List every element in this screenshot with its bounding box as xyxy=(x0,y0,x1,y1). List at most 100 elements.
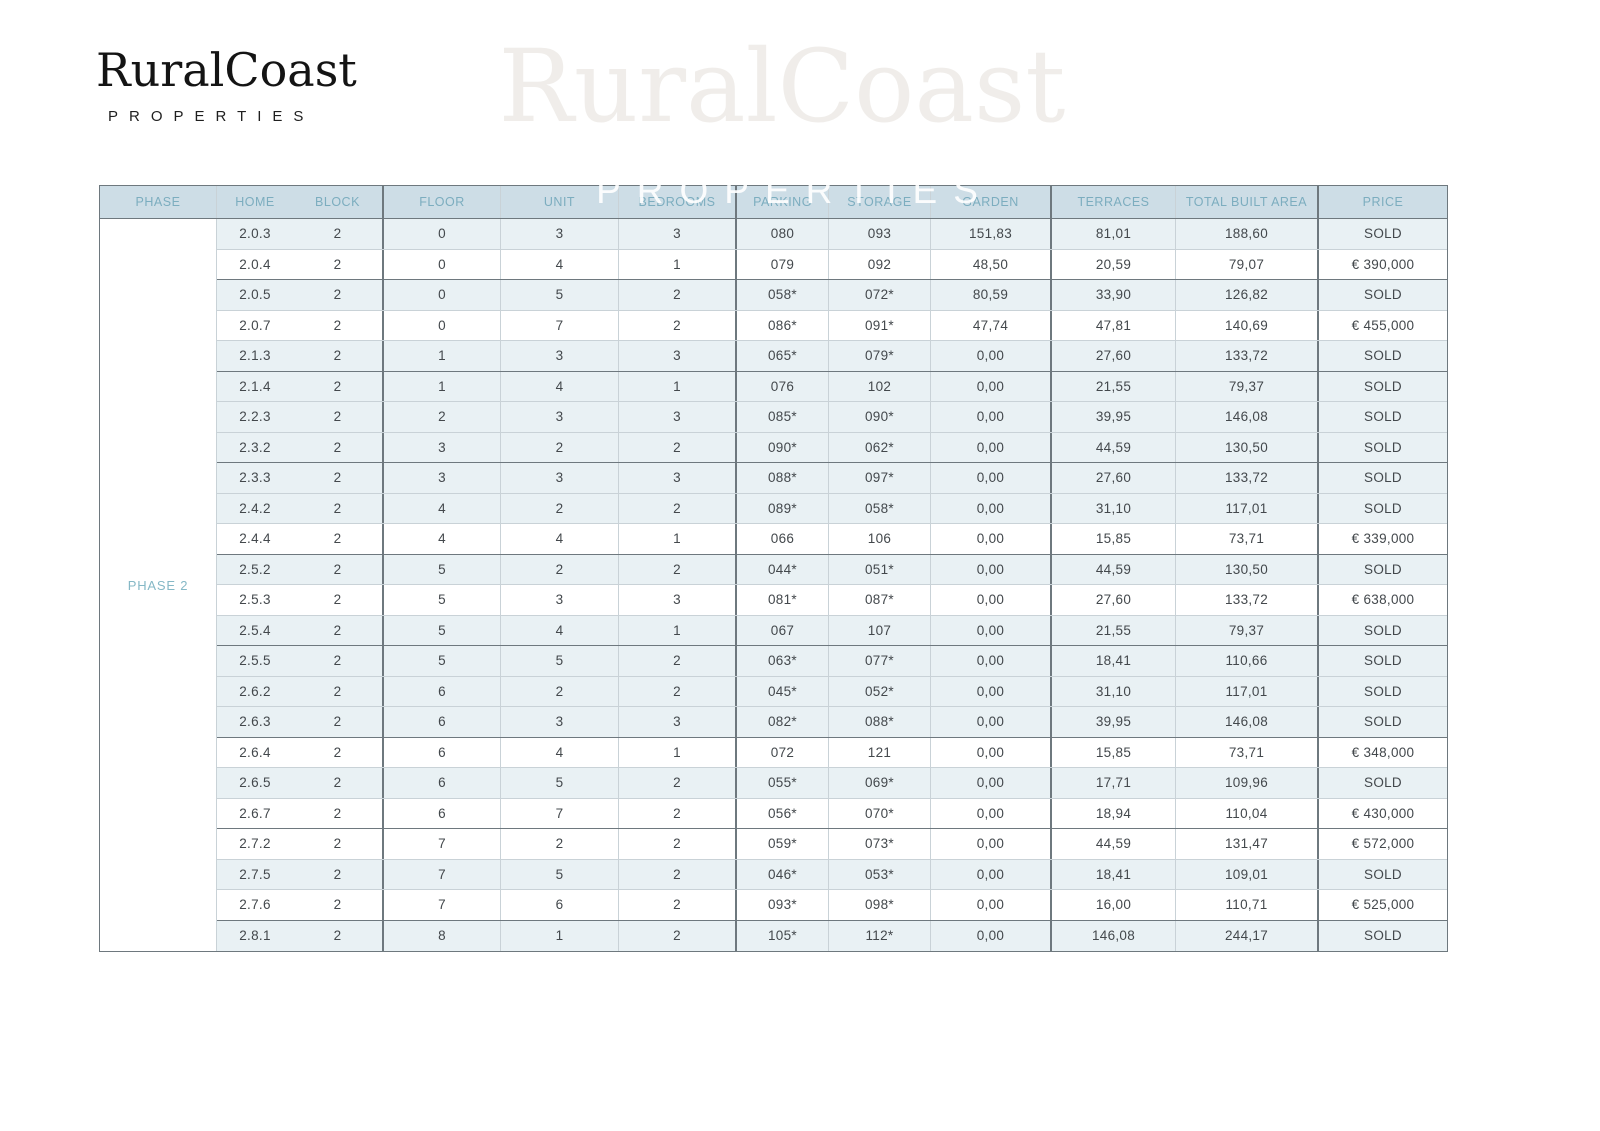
cell-total-built-area: 146,08 xyxy=(1176,402,1319,432)
phase-merged-cell: PHASE 2 xyxy=(100,219,217,951)
cell-total-built-area: 146,08 xyxy=(1176,707,1319,737)
cell-unit: 3 xyxy=(501,219,619,249)
cell-floor: 0 xyxy=(384,249,501,279)
cell-storage: 106 xyxy=(829,524,931,554)
cell-price: SOLD xyxy=(1364,622,1402,638)
cell-total-built-area: 110,71 xyxy=(1176,890,1319,920)
cell-block: 2 xyxy=(293,676,384,706)
table-row: 2.0.3 2 0 3 3 080 093 151,83 81,01 188,60 SOLD xyxy=(217,219,1447,250)
cell-terraces: 21,55 xyxy=(1052,615,1176,645)
table-row: 2.3.3 2 3 3 3 088* 097* 0,00 27,60 133,72 SOLD xyxy=(217,463,1447,494)
cell-terraces: 18,41 xyxy=(1052,646,1176,676)
cell-home: 2.3.2 xyxy=(239,439,271,455)
cell-terraces: 33,90 xyxy=(1052,280,1176,310)
table-row: 2.5.4 2 5 4 1 067 107 0,00 21,55 79,37 SOLD xyxy=(217,615,1447,646)
table-row: 2.4.4 2 4 4 1 066 106 0,00 15,85 73,71 € 339,000 xyxy=(217,524,1447,555)
column-header-bedrooms: BEDROOMS xyxy=(619,186,737,218)
cell-storage: 090* xyxy=(829,402,931,432)
cell-price: SOLD xyxy=(1364,348,1402,364)
cell-block: 2 xyxy=(293,341,384,371)
column-header-home: HOME xyxy=(235,195,275,209)
cell-parking: 076 xyxy=(737,371,829,401)
cell-home: 2.7.6 xyxy=(239,897,271,913)
cell-bedrooms: 2 xyxy=(619,768,737,798)
cell-bedrooms: 3 xyxy=(619,402,737,432)
table-row: 2.0.4 2 0 4 1 079 092 48,50 20,59 79,07 € 390,000 xyxy=(217,249,1447,280)
cell-price: € 390,000 xyxy=(1351,256,1415,272)
cell-total-built-area: 130,50 xyxy=(1176,554,1319,584)
cell-parking: 082* xyxy=(737,707,829,737)
column-header-parking: PARKING xyxy=(737,186,829,218)
cell-unit: 3 xyxy=(501,707,619,737)
cell-floor: 0 xyxy=(384,310,501,340)
cell-price: SOLD xyxy=(1364,683,1402,699)
table-row: 2.7.6 2 7 6 2 093* 098* 0,00 16,00 110,71 € 525,00… xyxy=(217,890,1447,921)
cell-block: 2 xyxy=(293,859,384,889)
cell-unit: 4 xyxy=(501,249,619,279)
cell-floor: 8 xyxy=(384,920,501,951)
table-row: 2.4.2 2 4 2 2 089* 058* 0,00 31,10 117,01 SOLD xyxy=(217,493,1447,524)
cell-parking: 056* xyxy=(737,798,829,828)
cell-block: 2 xyxy=(293,737,384,767)
cell-floor: 1 xyxy=(384,341,501,371)
cell-floor: 7 xyxy=(384,890,501,920)
table-row: 2.1.3 2 1 3 3 065* 079* 0,00 27,60 133,72 SOLD xyxy=(217,341,1447,372)
cell-total-built-area: 79,07 xyxy=(1176,249,1319,279)
cell-price: € 638,000 xyxy=(1351,592,1415,608)
cell-home: 2.4.4 xyxy=(239,531,271,547)
cell-garden: 80,59 xyxy=(931,280,1052,310)
cell-garden: 0,00 xyxy=(931,768,1052,798)
cell-unit: 3 xyxy=(501,341,619,371)
column-header-storage: STORAGE xyxy=(829,186,931,218)
cell-storage: 092 xyxy=(829,249,931,279)
cell-home: 2.4.2 xyxy=(239,500,271,516)
cell-block: 2 xyxy=(293,493,384,523)
cell-parking: 081* xyxy=(737,585,829,615)
cell-price: SOLD xyxy=(1364,928,1402,944)
cell-storage: 121 xyxy=(829,737,931,767)
cell-garden: 0,00 xyxy=(931,707,1052,737)
cell-unit: 3 xyxy=(501,463,619,493)
cell-unit: 4 xyxy=(501,524,619,554)
cell-garden: 0,00 xyxy=(931,676,1052,706)
cell-home: 2.5.2 xyxy=(239,561,271,577)
cell-storage: 098* xyxy=(829,890,931,920)
cell-block: 2 xyxy=(293,768,384,798)
cell-bedrooms: 2 xyxy=(619,676,737,706)
cell-bedrooms: 2 xyxy=(619,554,737,584)
cell-terraces: 18,41 xyxy=(1052,859,1176,889)
cell-storage: 102 xyxy=(829,371,931,401)
cell-block: 2 xyxy=(293,707,384,737)
cell-garden: 48,50 xyxy=(931,249,1052,279)
cell-floor: 6 xyxy=(384,707,501,737)
cell-unit: 6 xyxy=(501,890,619,920)
cell-parking: 072 xyxy=(737,737,829,767)
cell-price: € 455,000 xyxy=(1351,317,1415,333)
cell-storage: 062* xyxy=(829,432,931,462)
cell-floor: 7 xyxy=(384,859,501,889)
cell-unit: 5 xyxy=(501,280,619,310)
cell-home: 2.5.3 xyxy=(239,592,271,608)
cell-storage: 070* xyxy=(829,798,931,828)
cell-unit: 2 xyxy=(501,493,619,523)
cell-price: SOLD xyxy=(1364,561,1402,577)
cell-bedrooms: 2 xyxy=(619,798,737,828)
cell-total-built-area: 79,37 xyxy=(1176,615,1319,645)
cell-home: 2.1.4 xyxy=(239,378,271,394)
cell-storage: 097* xyxy=(829,463,931,493)
cell-terraces: 31,10 xyxy=(1052,676,1176,706)
cell-storage: 077* xyxy=(829,646,931,676)
cell-bedrooms: 3 xyxy=(619,463,737,493)
cell-garden: 0,00 xyxy=(931,371,1052,401)
cell-price: SOLD xyxy=(1364,714,1402,730)
cell-bedrooms: 1 xyxy=(619,371,737,401)
cell-unit: 2 xyxy=(501,676,619,706)
cell-block: 2 xyxy=(293,280,384,310)
column-header-block: BLOCK xyxy=(293,186,384,218)
cell-home: 2.1.3 xyxy=(239,348,271,364)
cell-bedrooms: 1 xyxy=(619,249,737,279)
cell-terraces: 27,60 xyxy=(1052,585,1176,615)
cell-storage: 058* xyxy=(829,493,931,523)
cell-parking: 063* xyxy=(737,646,829,676)
cell-block: 2 xyxy=(293,798,384,828)
